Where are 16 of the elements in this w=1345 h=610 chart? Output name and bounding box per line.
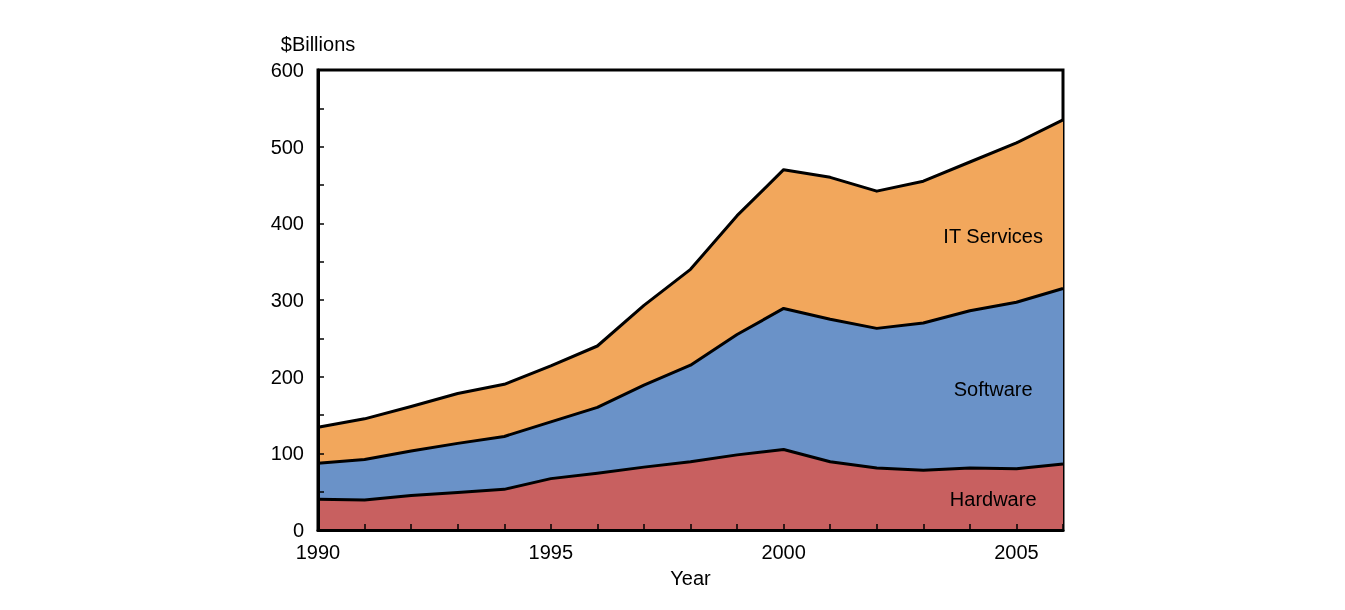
y-tick-label: 100 [270, 442, 304, 465]
x-tick-label: 1995 [528, 541, 574, 563]
y-tick-label: 200 [270, 365, 304, 388]
x-tick-label: 2005 [994, 541, 1039, 563]
series-label: Software [953, 378, 1033, 401]
y-tick-label: 0 [292, 519, 304, 541]
series-label: Hardware [949, 487, 1037, 510]
y-tick-label: 600 [270, 59, 304, 81]
y-tick-label: 300 [270, 289, 304, 311]
y-axis-title: $Billions [280, 33, 356, 55]
x-tick-label: 2000 [761, 541, 806, 563]
y-tick-label: 500 [270, 135, 304, 158]
series-label: IT Services [943, 225, 1043, 248]
y-tick-label: 400 [270, 212, 304, 235]
x-axis-title: Year [670, 567, 712, 589]
x-tick-label: 1990 [295, 541, 341, 563]
